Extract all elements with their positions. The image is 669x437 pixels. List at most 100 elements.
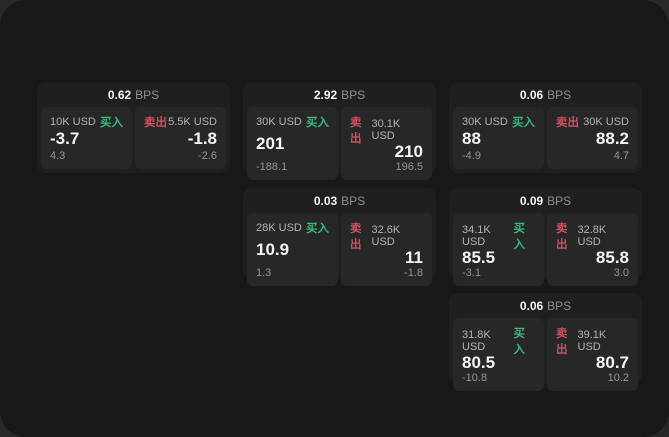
bps-unit: BPS [341, 193, 366, 208]
sell-panel[interactable]: 卖出 32.8K USD 85.8 3.0 [547, 213, 638, 286]
bps-header: 0.03 BPS [243, 188, 436, 213]
buy-amount: 30K USD [462, 116, 508, 128]
buy-amount: 31.8K USD [462, 329, 491, 353]
buy-side-label: 买入 [512, 117, 535, 129]
bps-value: 0.09 [519, 193, 544, 208]
bps-header: 0.06 BPS [449, 82, 642, 107]
buy-panel[interactable]: 34.1K USD 买入 85.5 -3.1 [453, 213, 544, 286]
sell-amount: 39.1K USD [577, 329, 607, 353]
card-3: 0.06 BPS 30K USD 买入 88 -4.9 卖出 30K USD 8… [449, 82, 642, 173]
sell-side-label: 卖出 [556, 223, 568, 251]
sell-side-label: 卖出 [350, 117, 362, 145]
buy-price: -3.7 [50, 128, 80, 148]
buy-panel-top: 28K USD 买入 [256, 220, 329, 236]
sell-change: -2.6 [198, 150, 217, 162]
buy-price: 85.5 [462, 248, 496, 267]
buy-amount: 10K USD [50, 116, 96, 128]
sell-change: 3.0 [613, 266, 629, 279]
sell-price: 85.8 [595, 248, 629, 267]
bps-header: 0.62 BPS [37, 82, 230, 107]
sell-side-label: 卖出 [350, 223, 362, 251]
sell-panel[interactable]: 卖出 30.1K USD 210 196.5 [341, 107, 432, 180]
sell-panel-top: 卖出 39.1K USD [556, 325, 629, 357]
sell-amount: 30K USD [583, 116, 629, 128]
buy-change: -10.8 [462, 371, 488, 384]
buy-panel-top: 31.8K USD 买入 [462, 325, 535, 357]
sell-panel-top: 卖出 32.6K USD [350, 220, 423, 252]
sell-panel-top: 卖出 5.5K USD [144, 114, 217, 130]
quote-panels: 28K USD 买入 10.9 1.3 卖出 32.6K USD 11 -1.8 [247, 213, 432, 286]
sell-panel-top: 卖出 32.8K USD [556, 220, 629, 252]
sell-change: 196.5 [395, 160, 423, 173]
sell-panel[interactable]: 卖出 30K USD 88.2 4.7 [547, 107, 638, 169]
sell-panel[interactable]: 卖出 32.6K USD 11 -1.8 [341, 213, 432, 286]
buy-panel[interactable]: 30K USD 买入 201 -188.1 [247, 107, 338, 180]
sell-price: 88.2 [595, 128, 629, 148]
buy-side-label: 买入 [306, 117, 329, 129]
sell-price: 11 [405, 248, 423, 267]
bps-unit: BPS [547, 193, 572, 208]
buy-amount: 34.1K USD [462, 224, 491, 248]
sell-price: 80.7 [595, 353, 629, 372]
buy-panel-top: 34.1K USD 买入 [462, 220, 535, 252]
sell-panel[interactable]: 卖出 39.1K USD 80.7 10.2 [547, 318, 638, 391]
buy-change: 1.3 [256, 266, 272, 279]
bps-value: 0.06 [519, 298, 544, 313]
quote-panels: 31.8K USD 买入 80.5 -10.8 卖出 39.1K USD 80.… [453, 318, 638, 391]
sell-price: -1.8 [187, 128, 217, 148]
bps-value: 2.92 [313, 87, 338, 102]
buy-price: 80.5 [462, 353, 496, 372]
buy-price: 10.9 [256, 240, 290, 259]
sell-change: 4.7 [613, 150, 629, 162]
bps-header: 0.06 BPS [449, 293, 642, 318]
bps-unit: BPS [341, 87, 366, 102]
buy-panel[interactable]: 10K USD 买入 -3.7 4.3 [41, 107, 132, 169]
sell-panel-top: 卖出 30.1K USD [350, 114, 423, 146]
buy-change: -3.1 [462, 266, 481, 279]
buy-panel-top: 10K USD 买入 [50, 114, 123, 130]
bps-unit: BPS [135, 87, 160, 102]
buy-side-label: 买入 [306, 223, 329, 235]
sell-side-label: 卖出 [144, 117, 167, 129]
sell-panel-top: 卖出 30K USD [556, 114, 629, 130]
card-1: 0.62 BPS 10K USD 买入 -3.7 4.3 卖出 5.5K USD… [37, 82, 230, 173]
buy-price: 201 [256, 134, 285, 153]
sell-side-label: 卖出 [556, 328, 568, 356]
bps-value: 0.62 [107, 87, 132, 102]
sell-amount: 32.8K USD [577, 224, 607, 248]
buy-amount: 30K USD [256, 116, 302, 128]
buy-price: 88 [462, 128, 481, 148]
sell-price: 210 [394, 142, 423, 161]
quote-panels: 34.1K USD 买入 85.5 -3.1 卖出 32.8K USD 85.8… [453, 213, 638, 286]
buy-amount: 28K USD [256, 222, 302, 234]
buy-side-label: 买入 [513, 223, 525, 251]
bps-header: 2.92 BPS [243, 82, 436, 107]
sell-amount: 5.5K USD [168, 116, 217, 128]
bps-value: 0.03 [313, 193, 338, 208]
buy-panel-top: 30K USD 买入 [256, 114, 329, 130]
card-5: 0.09 BPS 34.1K USD 买入 85.5 -3.1 卖出 32.8K… [449, 188, 642, 286]
buy-side-label: 买入 [100, 117, 123, 129]
sell-change: -1.8 [404, 266, 423, 279]
quote-panels: 30K USD 买入 201 -188.1 卖出 30.1K USD 210 1… [247, 107, 432, 180]
sell-side-label: 卖出 [556, 117, 579, 129]
buy-change: -188.1 [256, 160, 288, 173]
sell-change: 10.2 [607, 371, 629, 384]
buy-panel[interactable]: 30K USD 买入 88 -4.9 [453, 107, 544, 169]
sell-amount: 32.6K USD [371, 224, 401, 248]
bps-header: 0.09 BPS [449, 188, 642, 213]
buy-change: 4.3 [50, 150, 66, 162]
buy-panel[interactable]: 31.8K USD 买入 80.5 -10.8 [453, 318, 544, 391]
card-4: 0.03 BPS 28K USD 买入 10.9 1.3 卖出 32.6K US… [243, 188, 436, 286]
card-2: 2.92 BPS 30K USD 买入 201 -188.1 卖出 30.1K … [243, 82, 436, 180]
card-6: 0.06 BPS 31.8K USD 买入 80.5 -10.8 卖出 39.1… [449, 293, 642, 391]
quote-panels: 10K USD 买入 -3.7 4.3 卖出 5.5K USD -1.8 -2.… [41, 107, 226, 169]
buy-change: -4.9 [462, 150, 481, 162]
bps-value: 0.06 [519, 87, 544, 102]
buy-side-label: 买入 [513, 328, 525, 356]
bps-unit: BPS [547, 87, 572, 102]
bps-unit: BPS [547, 298, 572, 313]
sell-panel[interactable]: 卖出 5.5K USD -1.8 -2.6 [135, 107, 226, 169]
buy-panel[interactable]: 28K USD 买入 10.9 1.3 [247, 213, 338, 286]
